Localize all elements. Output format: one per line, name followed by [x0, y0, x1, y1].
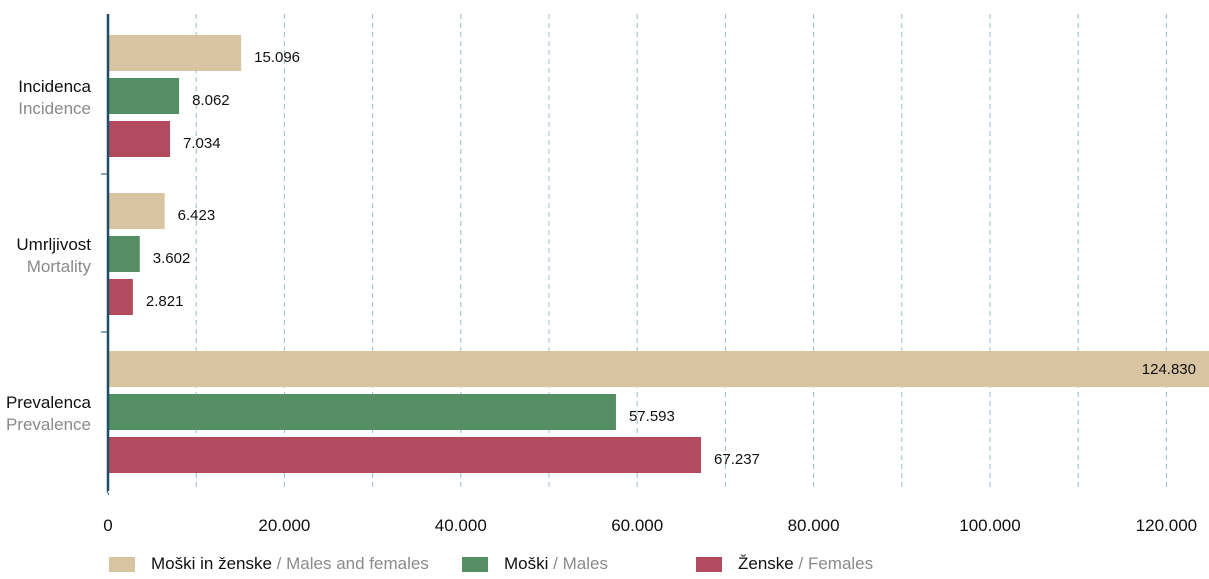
x-axis-origin-tick	[106, 490, 110, 496]
bar	[108, 279, 133, 315]
legend-item-males-and-females: Moški in ženske / Males and females	[109, 554, 429, 574]
data-label: 3.602	[153, 250, 191, 267]
legend-item-females: Ženske / Females	[696, 554, 873, 574]
bar	[108, 78, 180, 114]
bar-chart: 15.096 8.062 7.034 Incidenca Incidence 6.423 3…	[6, 14, 1209, 535]
category-sublabel: Incidence	[18, 99, 91, 118]
bar	[108, 236, 140, 272]
legend-label: Moški	[504, 554, 549, 573]
data-label: 2.821	[146, 293, 184, 310]
legend-swatch-males	[462, 556, 488, 572]
x-tick-label: 120.000	[1136, 516, 1197, 535]
category-label: Incidenca	[18, 77, 91, 96]
data-label: 6.423	[178, 207, 216, 224]
x-tick-label: 60.000	[611, 516, 663, 535]
data-label: 57.593	[629, 408, 675, 425]
category-label: Prevalenca	[6, 393, 92, 412]
legend-label-en: Females	[807, 554, 874, 573]
legend-label: Moški in ženske	[151, 554, 272, 573]
legend-item-males: Moški / Males	[462, 554, 608, 574]
category-label: Umrljivost	[16, 235, 91, 254]
legend-separator: /	[276, 554, 282, 573]
category-sublabel: Prevalence	[6, 415, 91, 434]
data-label: 15.096	[254, 49, 300, 66]
legend-separator: /	[553, 554, 558, 573]
bar	[108, 394, 616, 430]
bar	[108, 121, 171, 157]
legend-label-en: Males	[562, 554, 608, 573]
legend-label-en: Males and females	[286, 554, 429, 573]
bar	[108, 193, 165, 229]
x-tick-label: 20.000	[258, 516, 310, 535]
data-label: 7.034	[183, 135, 221, 152]
x-tick-label: 40.000	[435, 516, 487, 535]
category-sublabel: Mortality	[27, 257, 92, 276]
legend-separator: /	[798, 554, 804, 573]
legend: Moški in ženske / Males and females Mošk…	[0, 554, 1209, 578]
bar	[108, 437, 702, 473]
data-label: 67.237	[714, 451, 760, 468]
legend-label: Ženske	[738, 554, 794, 573]
x-tick-label: 0	[103, 516, 112, 535]
bar	[108, 35, 242, 71]
bar	[108, 351, 1209, 387]
data-label: 8.062	[192, 92, 230, 109]
x-tick-label: 100.000	[959, 516, 1020, 535]
legend-swatch-males-and-females	[109, 556, 135, 572]
legend-swatch-females	[696, 556, 722, 572]
x-tick-label: 80.000	[788, 516, 840, 535]
data-label: 124.830	[1142, 361, 1196, 378]
